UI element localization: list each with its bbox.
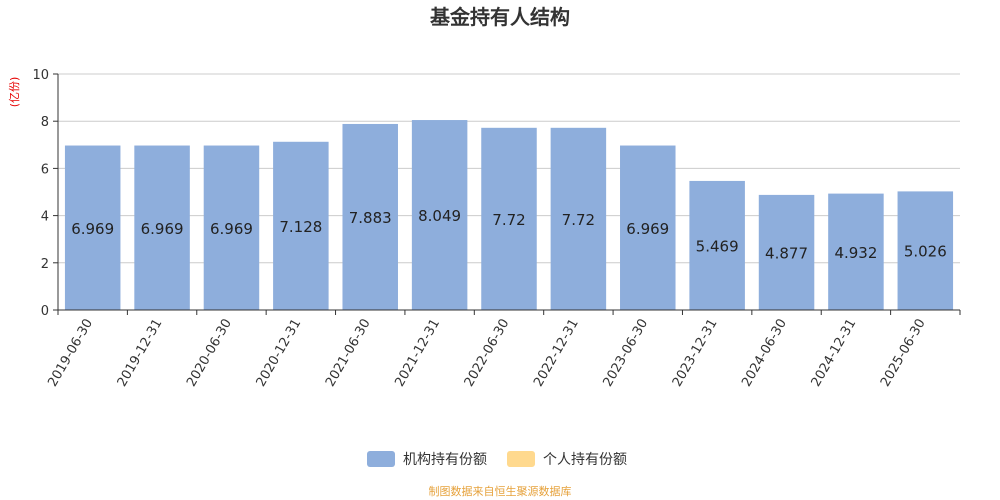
bar <box>620 145 676 310</box>
x-tick-label: 2024-12-31 <box>809 317 860 390</box>
data-label: 4.932 <box>834 244 877 262</box>
y-tick-label: 0 <box>41 304 49 319</box>
y-tick-label: 2 <box>41 257 49 272</box>
x-tick-label: 2025-06-30 <box>878 317 929 390</box>
bar <box>758 194 815 310</box>
bar <box>411 120 468 310</box>
x-tick-label: 2019-06-30 <box>45 317 96 390</box>
x-tick-label: 2021-12-31 <box>392 316 443 389</box>
bar <box>134 145 190 310</box>
y-tick-label: 6 <box>41 162 49 177</box>
x-tick-label: 2021-06-30 <box>323 317 374 390</box>
bar <box>203 145 260 310</box>
y-axis-unit-label: (亿份) <box>8 77 21 108</box>
data-label: 6.969 <box>141 220 184 238</box>
data-label: 6.969 <box>210 220 253 238</box>
x-tick-label: 2020-06-30 <box>184 317 235 390</box>
chart-title: 基金持有人结构 <box>430 5 570 29</box>
bar <box>273 141 329 310</box>
legend-label: 个人持有份额 <box>543 452 627 468</box>
x-tick-label: 2024-06-30 <box>739 317 790 390</box>
x-tick-label: 2023-12-31 <box>670 317 721 390</box>
source-note: 制图数据来自恒生聚源数据库 <box>429 484 572 498</box>
data-label: 7.883 <box>349 209 392 227</box>
x-tick-label: 2019-12-31 <box>115 317 166 390</box>
bar <box>550 127 607 310</box>
x-tick-label: 2020-12-31 <box>254 317 305 390</box>
x-tick-label: 2023-06-30 <box>600 317 651 390</box>
data-label: 8.049 <box>418 207 461 225</box>
bar <box>481 127 537 310</box>
data-label: 6.969 <box>626 220 669 238</box>
data-labels: 6.969 6.969 6.969 7.128 7.883 8.049 7.72 7.72 6.… <box>71 207 947 262</box>
data-label: 7.72 <box>492 211 525 229</box>
bar <box>689 180 745 310</box>
y-tick-label: 10 <box>32 68 49 83</box>
x-tick-label: 2022-12-31 <box>531 317 582 390</box>
legend-item[interactable]: 个人持有份额 <box>507 451 627 468</box>
legend-swatch <box>507 451 535 467</box>
data-label: 4.877 <box>765 244 808 262</box>
bars <box>64 120 954 310</box>
y-tick-label: 4 <box>41 210 49 225</box>
bar <box>828 193 884 310</box>
bar <box>342 123 398 310</box>
data-label: 7.128 <box>279 218 322 236</box>
legend-label: 机构持有份额 <box>403 452 487 468</box>
data-label: 7.72 <box>562 211 595 229</box>
bar <box>897 191 954 310</box>
y-tick-label: 8 <box>41 115 49 130</box>
data-label: 5.469 <box>696 237 739 255</box>
legend: 机构持有份额 个人持有份额 <box>367 451 627 468</box>
data-label: 6.969 <box>71 220 114 238</box>
data-label: 5.026 <box>904 243 947 261</box>
x-tick-label: 2022-06-30 <box>462 317 513 390</box>
legend-swatch <box>367 451 395 467</box>
bar <box>64 145 121 310</box>
legend-item[interactable]: 机构持有份额 <box>367 451 487 468</box>
